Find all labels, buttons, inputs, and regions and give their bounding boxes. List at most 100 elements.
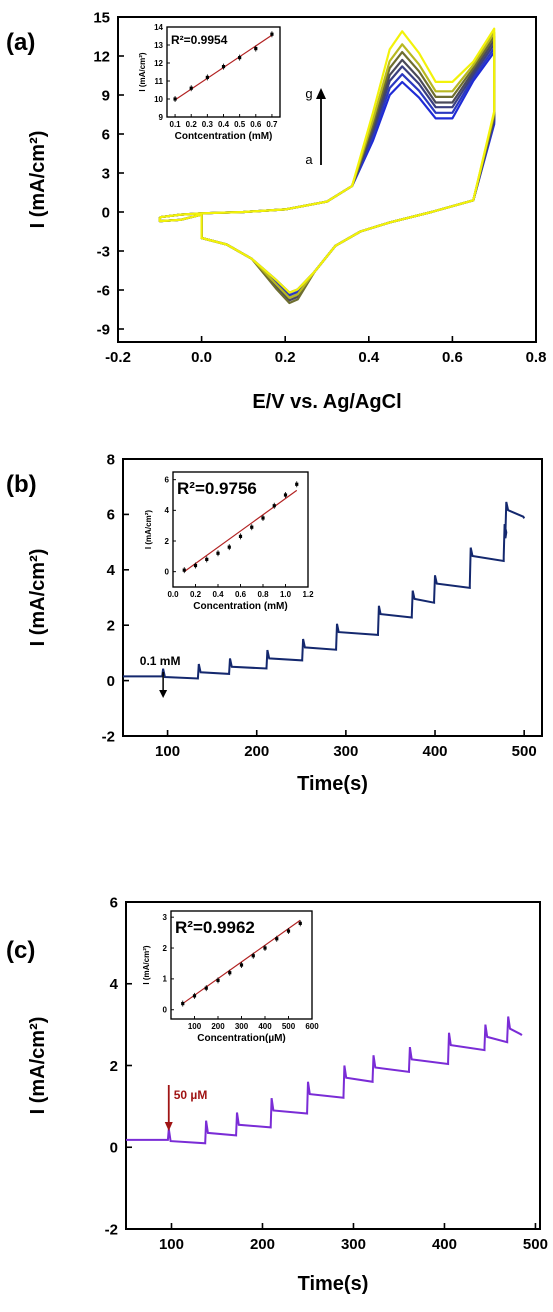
panel-a-inset-point (238, 56, 242, 60)
panel-b-inset-point (227, 545, 231, 549)
panel-b-inset-y-tick-label: 2 (165, 537, 170, 546)
panel-b-xlabel: Time(s) (297, 773, 368, 795)
panel-c-inset-x-tick-label: 200 (211, 1022, 225, 1031)
panel-c-x-tick-label: 500 (523, 1236, 548, 1253)
panel-a-y-tick-label: -6 (97, 282, 110, 299)
panel-a-inset-x-tick-label: 0.4 (218, 120, 230, 129)
panel-a-inset-xlabel: Contcentration (mM) (175, 131, 273, 142)
panel-c-inset-y-tick-label: 1 (163, 975, 168, 984)
panel-b-inset-fit-line (183, 489, 298, 573)
panel-c-inset-point (228, 971, 232, 975)
panel-b-inset-ylabel: I (mA/cm²) (144, 510, 153, 549)
panel-a-inset-y-tick-label: 11 (155, 77, 164, 86)
panel-a-inset-r2: R²=0.9954 (171, 33, 228, 47)
panel-b-axes-frame (122, 458, 543, 737)
panel-a-inset-point (221, 65, 226, 69)
panel-c-y-tick-label: -2 (105, 1221, 118, 1238)
panel-a-y-tick-label: 6 (102, 126, 110, 143)
panel-a-cv-curve (158, 27, 496, 294)
panel-a-label: (a) (6, 29, 35, 56)
panel-c-inset-point (192, 994, 197, 998)
panel-a-inset-x-tick-label: 0.7 (266, 120, 278, 129)
panel-a-label-g: g (305, 86, 312, 101)
panel-a-y-tick-label: -9 (97, 321, 110, 338)
panel-b-inset-point (216, 551, 220, 555)
panel-a-y-tick-label: 3 (102, 165, 110, 182)
panel-b-y-tick-label: 2 (107, 617, 115, 634)
panel-a-x-tick-label: 0.0 (191, 349, 212, 366)
panel-c-y-tick-label: 2 (110, 1058, 118, 1075)
panel-a-inset-y-tick-label: 13 (154, 41, 163, 50)
panel-b-inset-r2: R²=0.9756 (177, 479, 257, 498)
panel-a-xlabel: E/V vs. Ag/AgCl (252, 391, 401, 413)
panel-b-y-tick-label: 0 (107, 673, 115, 690)
panel-a-axes-frame (117, 16, 537, 343)
panel-b-y-tick-label: 6 (107, 507, 115, 524)
panel-c-inset-point (286, 929, 291, 933)
panel-c-inset-point (263, 946, 267, 950)
panel-a-y-tick-label: 0 (102, 204, 110, 221)
panel-a-x-tick-label: 0.6 (442, 349, 463, 366)
panel-a-trend-arrowhead (316, 88, 326, 99)
panel-b-y-tick-label: 4 (107, 562, 116, 579)
panel-b-inset-point (250, 525, 254, 529)
panel-c-inset-point (204, 986, 208, 990)
panel-c-inset-point (181, 1001, 185, 1006)
panel-c-inset-point (275, 937, 279, 941)
panel-a-x-tick-label: -0.2 (105, 349, 131, 366)
panel-b-inset-point (295, 482, 299, 486)
panel-b-trace (123, 501, 526, 680)
panel-b-x-tick-label: 500 (512, 743, 537, 760)
panel-b-inset-point (272, 504, 276, 508)
panel-a-y-tick-label: -3 (97, 243, 110, 260)
panel-a-y-tick-label: 15 (93, 9, 110, 26)
panel-b-inset-point (261, 516, 265, 520)
panel-b: (b) 100 200 300 400 500 -2 0 2 4 6 8 Time(s) I (mA/cm… (6, 451, 543, 795)
panel-a-ylabel: I (mA/cm²) (27, 131, 49, 229)
panel-c-y-tick-label: 4 (110, 976, 119, 993)
panel-b-inset-point (238, 534, 243, 538)
panel-a-inset-y-tick-label: 14 (154, 23, 163, 32)
panel-c-annotation-arrowhead (164, 1122, 173, 1131)
panel-a-inset-x-tick-label: 0.6 (250, 120, 262, 129)
panel-c-y-tick-label: 6 (110, 894, 118, 911)
panel-a-inset-y-tick-label: 10 (154, 95, 163, 104)
panel-c-inset-fit-line (182, 919, 301, 1005)
panel-b-inset-y-tick-label: 4 (165, 506, 170, 515)
panel-c-annotation: 50 µM (174, 1088, 208, 1102)
panel-b-x-tick-label: 300 (333, 743, 358, 760)
panel-a-x-tick-label: 0.8 (526, 349, 547, 366)
panel-c-x-tick-label: 200 (250, 1236, 275, 1253)
panel-c: (c) 100 200 300 400 500 -2 0 2 4 6 Time(s) I (mA/cm²… (6, 894, 548, 1295)
panel-c-inset-x-tick-label: 400 (258, 1022, 272, 1031)
panel-b-inset-xlabel: Concentration (mM) (193, 601, 287, 612)
panel-a-y-tick-label: 9 (102, 87, 110, 104)
panel-b-annotation: 0.1 mM (140, 654, 181, 668)
panel-c-inset-x-tick-label: 100 (188, 1022, 202, 1031)
panel-a-inset-x-tick-label: 0.3 (202, 120, 214, 129)
panel-a-inset-y-tick-label: 12 (154, 59, 163, 68)
panel-c-inset-point (251, 954, 255, 958)
panel-a-x-tick-label: 0.2 (275, 349, 296, 366)
panel-c-x-tick-label: 400 (432, 1236, 457, 1253)
panel-c-inset-point (298, 921, 302, 925)
panel-b-inset-point (283, 493, 288, 497)
panel-a-inset-point (189, 86, 193, 90)
panel-a-inset-ylabel: I (mA/cm²) (138, 52, 147, 91)
panel-b-inset-x-tick-label: 0.0 (167, 590, 179, 599)
panel-c-inset-y-tick-label: 2 (163, 944, 168, 953)
panel-a-inset-point (254, 47, 258, 51)
panel-b-label: (b) (6, 471, 37, 498)
panel-b-x-tick-label: 100 (155, 743, 180, 760)
panel-c-ylabel: I (mA/cm²) (27, 1017, 49, 1115)
panel-c-label: (c) (6, 937, 35, 964)
panel-a: (a) -0.2 0.0 0.2 0.4 0.6 0.8 -9 -6 -3 0 3 6 9 12 15 E/V … (6, 9, 546, 413)
panel-c-inset-x-tick-label: 600 (305, 1022, 319, 1031)
panel-b-x-tick-label: 200 (244, 743, 269, 760)
panel-a-inset-x-tick-label: 0.1 (170, 120, 182, 129)
panel-b-inset-point (193, 563, 198, 568)
panel-b-inset-x-tick-label: 0.4 (212, 590, 224, 599)
panel-c-trace (126, 1016, 523, 1145)
panel-b-inset-x-tick-label: 1.0 (280, 590, 292, 599)
panel-b-ylabel: I (mA/cm²) (27, 549, 49, 647)
